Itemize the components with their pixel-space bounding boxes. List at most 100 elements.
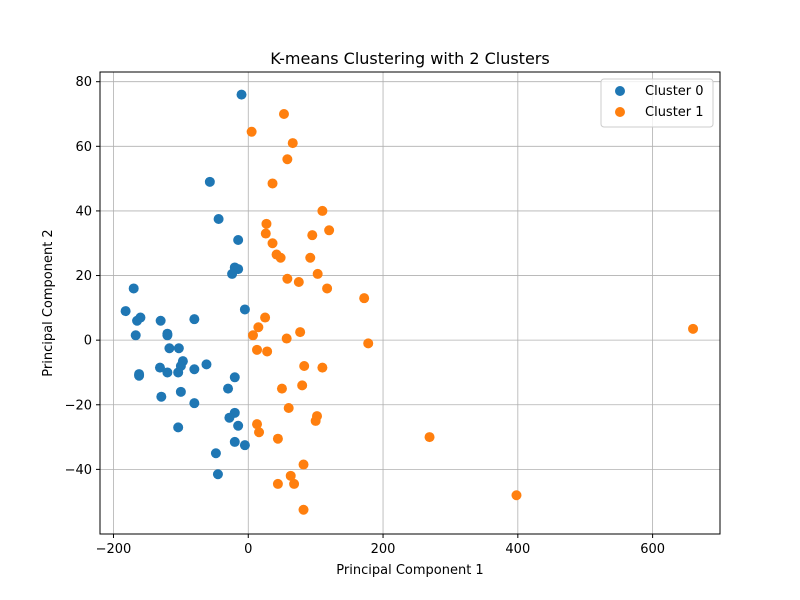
x-tick-label: 600	[640, 542, 665, 557]
scatter-point-cluster-0	[173, 343, 184, 354]
scatter-point-cluster-0	[223, 383, 234, 394]
scatter-point-cluster-1	[246, 126, 257, 137]
scatter-point-cluster-1	[272, 478, 283, 489]
x-axis-label: Principal Component 1	[336, 563, 483, 578]
scatter-point-cluster-1	[295, 327, 306, 338]
scatter-point-cluster-1	[688, 323, 699, 334]
legend-marker-cluster-1	[615, 107, 625, 117]
legend-label-cluster-0: Cluster 0	[645, 84, 704, 99]
legend-label-cluster-1: Cluster 1	[645, 105, 704, 120]
x-tick-label: −200	[96, 542, 132, 557]
scatter-point-cluster-1	[252, 344, 263, 355]
scatter-point-cluster-0	[213, 214, 224, 224]
scatter-point-cluster-0	[239, 440, 250, 451]
scatter-point-cluster-0	[189, 398, 200, 409]
scatter-point-cluster-1	[363, 338, 374, 349]
y-tick-label: −20	[65, 398, 92, 413]
scatter-point-cluster-1	[324, 225, 335, 236]
scatter-point-cluster-0	[162, 367, 173, 378]
legend-marker-cluster-0	[615, 86, 625, 96]
y-axis-label: Principal Component 2	[41, 229, 56, 376]
scatter-point-cluster-1	[272, 433, 283, 444]
data-points	[120, 89, 699, 515]
scatter-point-cluster-0	[189, 364, 200, 375]
scatter-point-cluster-0	[212, 469, 223, 480]
scatter-point-cluster-0	[120, 306, 131, 317]
scatter-point-cluster-1	[289, 478, 300, 489]
scatter-point-cluster-0	[130, 330, 141, 341]
scatter-point-cluster-1	[281, 333, 292, 344]
scatter-point-cluster-0	[233, 420, 244, 431]
scatter-point-cluster-1	[317, 205, 328, 216]
y-tick-label: −40	[65, 463, 92, 478]
scatter-point-cluster-1	[253, 322, 264, 333]
scatter-point-cluster-0	[156, 391, 167, 402]
scatter-point-cluster-1	[307, 230, 318, 241]
scatter-point-cluster-1	[262, 346, 273, 357]
scatter-point-cluster-1	[424, 432, 435, 443]
scatter-point-cluster-0	[224, 412, 235, 423]
scatter-point-cluster-1	[275, 252, 286, 263]
scatter-point-cluster-1	[511, 490, 522, 501]
scatter-point-cluster-1	[287, 138, 298, 149]
scatter-point-cluster-1	[282, 273, 293, 284]
scatter-point-cluster-1	[260, 312, 271, 323]
scatter-point-cluster-0	[210, 448, 221, 459]
scatter-point-cluster-0	[189, 314, 200, 325]
scatter-point-cluster-0	[173, 422, 184, 433]
scatter-point-cluster-1	[322, 283, 333, 294]
scatter-point-cluster-1	[283, 403, 294, 413]
scatter-point-cluster-1	[282, 154, 293, 165]
scatter-point-cluster-1	[359, 293, 370, 304]
scatter-point-cluster-1	[310, 415, 321, 426]
scatter-point-cluster-0	[227, 268, 238, 279]
scatter-point-cluster-1	[317, 362, 328, 373]
scatter-point-cluster-0	[173, 367, 184, 378]
scatter-point-cluster-1	[254, 427, 265, 438]
legend-box	[600, 78, 714, 128]
scatter-point-cluster-0	[132, 315, 143, 326]
y-tick-label: 80	[75, 75, 92, 90]
y-tick-label: 20	[75, 269, 92, 284]
y-tick-label: 0	[84, 334, 92, 349]
scatter-point-cluster-0	[236, 89, 247, 100]
scatter-point-cluster-1	[298, 459, 309, 470]
scatter-point-cluster-0	[155, 315, 166, 326]
scatter-point-cluster-1	[267, 238, 278, 249]
scatter-point-cluster-1	[285, 470, 296, 481]
scatter-point-cluster-0	[128, 283, 139, 294]
scatter-point-cluster-1	[276, 383, 287, 394]
scatter-point-cluster-0	[164, 343, 175, 354]
x-tick-label: 200	[371, 542, 396, 557]
scatter-point-cluster-1	[297, 380, 308, 391]
scatter-point-cluster-1	[298, 504, 309, 515]
scatter-point-cluster-0	[175, 386, 186, 397]
scatter-point-cluster-0	[134, 369, 145, 380]
scatter-point-cluster-0	[233, 235, 244, 245]
scatter-point-cluster-1	[299, 361, 310, 371]
scatter-point-cluster-0	[239, 304, 250, 315]
plot-frame	[99, 71, 721, 535]
scatter-point-cluster-1	[260, 228, 271, 239]
scatter-point-cluster-1	[252, 419, 263, 430]
scatter-point-cluster-0	[162, 330, 173, 341]
scatter-point-cluster-0	[201, 359, 212, 370]
scatter-point-cluster-1	[261, 218, 272, 229]
scatter-point-cluster-0	[204, 176, 215, 187]
x-tick-label: 0	[244, 542, 252, 557]
y-tick-label: 40	[75, 204, 92, 219]
scatter-point-cluster-1	[267, 178, 278, 189]
chart-title: K-means Clustering with 2 Clusters	[270, 49, 549, 68]
x-tick-label: 400	[505, 542, 530, 557]
scatter-point-cluster-1	[312, 268, 323, 279]
scatter-point-cluster-0	[229, 436, 240, 447]
grid-lines	[100, 72, 720, 534]
scatter-point-cluster-0	[154, 362, 165, 373]
y-tick-label: 60	[75, 140, 92, 155]
scatter-point-cluster-1	[293, 277, 304, 287]
scatter-point-cluster-0	[229, 372, 240, 383]
scatter-point-cluster-1	[247, 330, 258, 341]
scatter-point-cluster-1	[278, 109, 289, 119]
